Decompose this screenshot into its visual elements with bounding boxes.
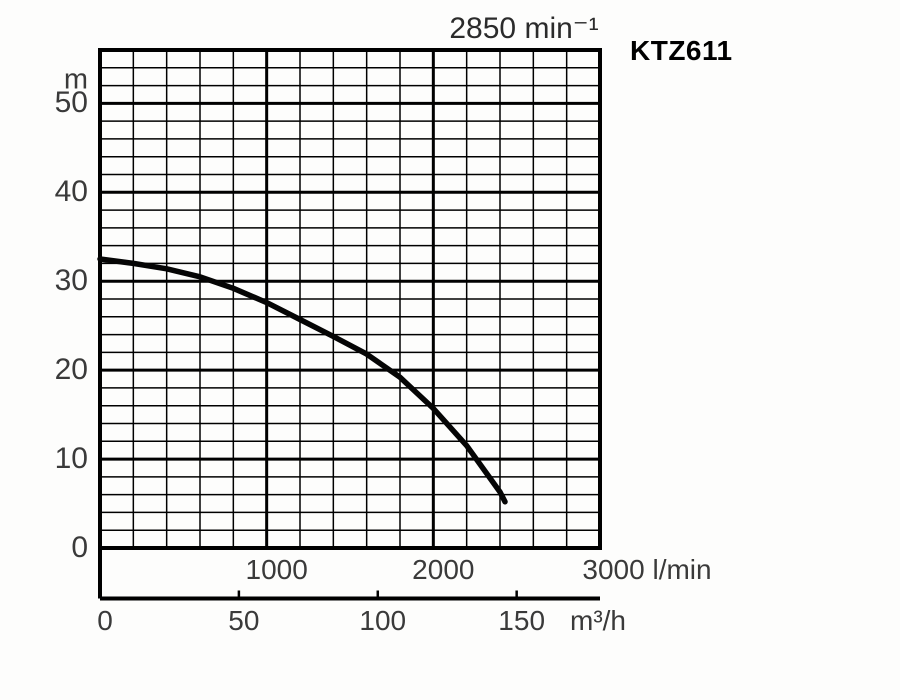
x-secondary-tick-label: 0	[97, 605, 113, 636]
y-tick-label: 40	[54, 175, 88, 209]
y-tick-label: 50	[54, 86, 88, 120]
model-label: KTZ611	[630, 35, 733, 66]
y-tick-label: 0	[71, 531, 88, 564]
y-tick-label: 20	[54, 353, 88, 387]
x-secondary-tick-label: 100	[359, 605, 407, 636]
x-primary-tick-label: 3000 l/min	[582, 554, 712, 585]
x-secondary-unit: m³/h	[570, 605, 626, 636]
x-primary-tick-label: 2000	[412, 554, 475, 585]
y-axis-unit: m	[63, 63, 88, 96]
x-secondary-tick-label: 150	[498, 605, 546, 636]
x-primary-tick-label: 1000	[245, 554, 308, 585]
speed-title: 2850 min⁻¹	[449, 12, 599, 45]
x-secondary-tick-label: 50	[228, 605, 260, 636]
plot-border	[98, 48, 602, 550]
pump-curve	[97, 256, 508, 505]
y-tick-label: 10	[54, 442, 88, 476]
y-tick-label: 30	[54, 264, 88, 298]
